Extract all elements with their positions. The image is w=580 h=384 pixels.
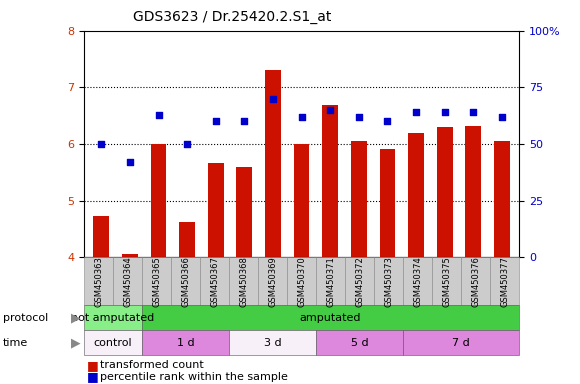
Text: GSM450375: GSM450375: [442, 256, 451, 307]
Text: percentile rank within the sample: percentile rank within the sample: [100, 372, 288, 382]
Text: 3 d: 3 d: [264, 338, 281, 348]
Bar: [265, 70, 281, 257]
Text: GSM450374: GSM450374: [413, 256, 422, 307]
Bar: [494, 141, 510, 257]
Text: not amputated: not amputated: [71, 313, 155, 323]
Text: ▶: ▶: [71, 311, 80, 324]
Point: [211, 118, 220, 124]
Text: GSM450366: GSM450366: [181, 256, 190, 307]
Point: [183, 141, 192, 147]
Text: 5 d: 5 d: [351, 338, 368, 348]
Bar: [351, 141, 367, 257]
Text: transformed count: transformed count: [100, 360, 204, 370]
Bar: [93, 216, 109, 257]
Point: [411, 109, 420, 115]
Text: control: control: [94, 338, 132, 348]
Text: GSM450370: GSM450370: [297, 256, 306, 307]
Text: amputated: amputated: [300, 313, 361, 323]
Text: GSM450368: GSM450368: [239, 256, 248, 307]
Bar: [293, 144, 310, 257]
Point: [383, 118, 392, 124]
Text: GSM450373: GSM450373: [384, 256, 393, 307]
Text: GSM450371: GSM450371: [326, 256, 335, 307]
Text: GSM450364: GSM450364: [123, 256, 132, 307]
Point: [97, 141, 106, 147]
Point: [354, 114, 364, 120]
Text: ■: ■: [87, 359, 99, 372]
Point: [497, 114, 506, 120]
Bar: [408, 132, 424, 257]
Text: GSM450363: GSM450363: [94, 256, 103, 307]
Text: time: time: [3, 338, 28, 348]
Bar: [465, 126, 481, 257]
Bar: [237, 167, 252, 257]
Point: [469, 109, 478, 115]
Text: protocol: protocol: [3, 313, 48, 323]
Bar: [208, 163, 224, 257]
Point: [125, 159, 135, 165]
Point: [297, 114, 306, 120]
Bar: [179, 222, 195, 257]
Text: GSM450369: GSM450369: [268, 256, 277, 307]
Text: 1 d: 1 d: [177, 338, 194, 348]
Text: ■: ■: [87, 370, 99, 383]
Text: GSM450367: GSM450367: [210, 256, 219, 307]
Bar: [379, 149, 396, 257]
Point: [325, 107, 335, 113]
Bar: [122, 255, 138, 257]
Text: 7 d: 7 d: [452, 338, 470, 348]
Text: GSM450377: GSM450377: [500, 256, 509, 307]
Text: GSM450365: GSM450365: [152, 256, 161, 307]
Point: [240, 118, 249, 124]
Point: [440, 109, 450, 115]
Bar: [437, 127, 452, 257]
Bar: [151, 144, 166, 257]
Text: GSM450376: GSM450376: [471, 256, 480, 307]
Text: ▶: ▶: [71, 336, 80, 349]
Bar: [322, 106, 338, 257]
Text: GSM450372: GSM450372: [355, 256, 364, 307]
Point: [154, 111, 163, 118]
Point: [269, 96, 278, 102]
Text: GDS3623 / Dr.25420.2.S1_at: GDS3623 / Dr.25420.2.S1_at: [133, 10, 331, 23]
